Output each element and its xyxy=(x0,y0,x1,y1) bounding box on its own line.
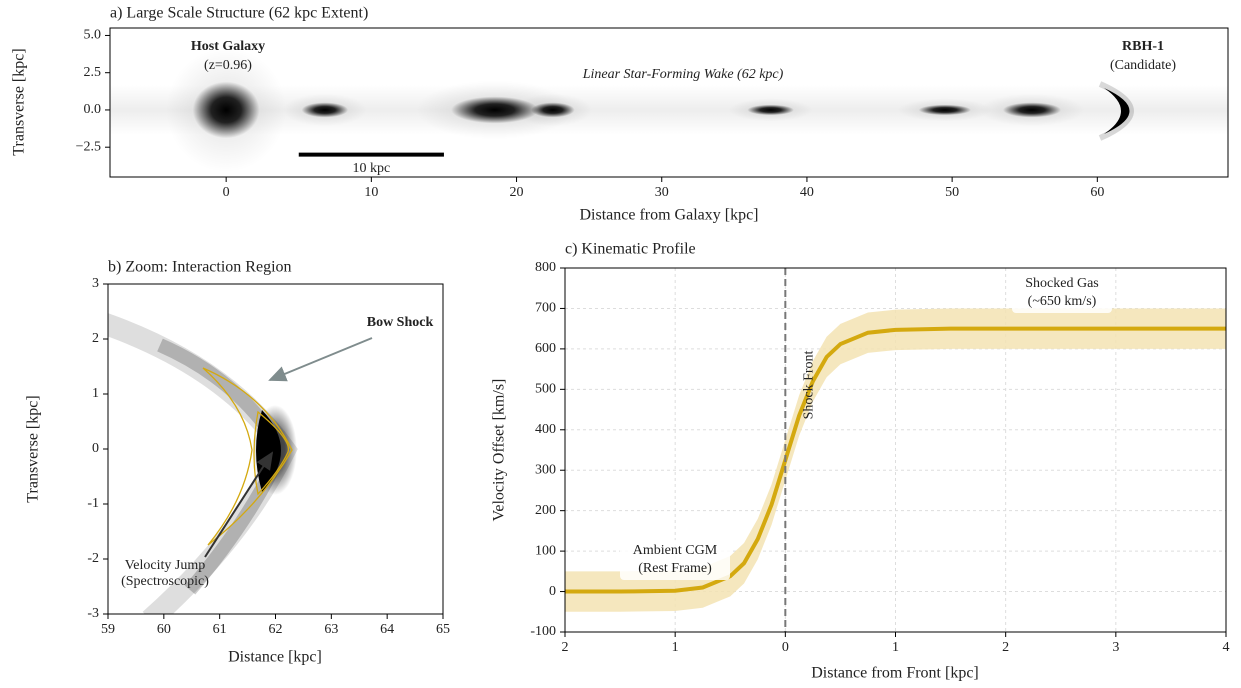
y-tick-label: 500 xyxy=(535,382,556,397)
y-tick-label: -1 xyxy=(87,496,99,511)
plot-content xyxy=(110,47,1228,173)
y-tick-label: −2.5 xyxy=(76,139,101,154)
annotation: Bow Shock xyxy=(367,315,434,330)
x-tick-label: 10 xyxy=(364,185,378,200)
x-tick-label: 63 xyxy=(324,622,338,637)
x-tick-label: 59 xyxy=(101,622,115,637)
x-tick-label: 60 xyxy=(1090,185,1104,200)
x-tick-label: 1 xyxy=(892,640,899,655)
clump xyxy=(747,104,794,116)
annotation: Shock Front xyxy=(802,350,817,419)
panel: 10 kpc Host Galaxy (z=0.96) Linear Star-For… xyxy=(11,5,1229,224)
y-tick-label: -100 xyxy=(530,624,556,639)
x-tick-label: 40 xyxy=(800,185,814,200)
x-tick-label: 2 xyxy=(1002,640,1009,655)
clump xyxy=(301,102,349,118)
x-tick-label: 20 xyxy=(510,185,524,200)
y-tick-label: 5.0 xyxy=(84,28,102,43)
x-tick-label: 62 xyxy=(269,622,283,637)
x-tick-label: 3 xyxy=(1112,640,1119,655)
axes-frame xyxy=(109,27,1229,178)
x-tick-label: 50 xyxy=(945,185,959,200)
panel-title: a) Large Scale Structure (62 kpc Extent) xyxy=(110,5,368,22)
y-tick-label: 2 xyxy=(92,331,99,346)
x-tick-label: 61 xyxy=(213,622,227,637)
x-tick-label: 0 xyxy=(782,640,789,655)
y-tick-label: 100 xyxy=(535,543,556,558)
contour xyxy=(253,410,290,496)
shock-glow xyxy=(253,405,297,495)
x-tick-label: 65 xyxy=(436,622,450,637)
plot-content xyxy=(565,268,1226,632)
clump xyxy=(1002,102,1062,118)
uncertainty-band xyxy=(565,308,1226,612)
annotation: (Candidate) xyxy=(1110,58,1176,73)
y-tick-label: 800 xyxy=(535,260,556,275)
panel: Bow Shock Velocity Jump(Spectroscopic) 59 6… xyxy=(25,259,450,666)
plot-content xyxy=(108,313,298,614)
y-tick-label: 600 xyxy=(535,341,556,356)
x-axis-label: Distance from Front [kpc] xyxy=(811,665,979,682)
x-tick-label: 64 xyxy=(380,622,394,637)
clump xyxy=(531,102,575,118)
y-tick-label: 200 xyxy=(535,503,556,518)
y-axis-label: Velocity Offset [km/s] xyxy=(491,379,508,522)
y-tick-label: -3 xyxy=(87,606,99,621)
bow-shock-halo xyxy=(1098,81,1134,141)
clump xyxy=(918,104,972,116)
clump xyxy=(451,96,539,124)
x-axis-label: Distance [kpc] xyxy=(228,649,322,666)
y-axis-label: Transverse [kpc] xyxy=(11,48,28,155)
annotation: RBH-1 xyxy=(1122,39,1164,54)
y-tick-label: 0 xyxy=(549,584,556,599)
annotation: Linear Star-Forming Wake (62 kpc) xyxy=(582,67,784,82)
y-tick-label: 400 xyxy=(535,422,556,437)
bow-shock xyxy=(1104,88,1130,134)
y-tick-label: 1 xyxy=(92,386,99,401)
annotation: (Spectroscopic) xyxy=(121,574,209,589)
line xyxy=(565,326,1226,594)
annotation: (z=0.96) xyxy=(204,58,252,73)
panel: Shock Front Ambient CGM (Rest Frame) Shocke… xyxy=(491,241,1230,682)
panel-title: b) Zoom: Interaction Region xyxy=(108,259,292,276)
annotation: Shocked Gas xyxy=(1025,276,1099,291)
annotation-box xyxy=(1012,273,1112,313)
y-tick-label: 3 xyxy=(92,276,99,291)
x-axis-label: Distance from Galaxy [kpc] xyxy=(579,207,758,224)
y-tick-label: 300 xyxy=(535,462,556,477)
x-tick-label: 2 xyxy=(562,640,569,655)
y-tick-label: 700 xyxy=(535,301,556,316)
annotation: Velocity Jump xyxy=(125,558,206,573)
x-tick-label: 1 xyxy=(672,640,679,655)
x-tick-label: 4 xyxy=(1223,640,1230,655)
arrow xyxy=(204,451,274,558)
y-tick-label: 2.5 xyxy=(84,65,102,80)
annotation: Host Galaxy xyxy=(191,39,265,54)
x-tick-label: 0 xyxy=(223,185,230,200)
panel-title: c) Kinematic Profile xyxy=(565,241,696,258)
y-tick-label: 0.0 xyxy=(84,102,102,117)
y-tick-label: -2 xyxy=(87,551,99,566)
annotation: Ambient CGM xyxy=(633,543,718,558)
annotation: (~650 km/s) xyxy=(1028,294,1097,309)
annotation: (Rest Frame) xyxy=(638,561,712,576)
x-tick-label: 60 xyxy=(157,622,171,637)
y-tick-label: 0 xyxy=(92,441,99,456)
scale-bar-label: 10 kpc xyxy=(352,161,390,176)
arrow xyxy=(268,337,373,382)
x-tick-label: 30 xyxy=(655,185,669,200)
clump xyxy=(192,81,260,139)
y-axis-label: Transverse [kpc] xyxy=(25,395,42,502)
annotation-box xyxy=(620,540,730,580)
contour xyxy=(202,367,293,546)
